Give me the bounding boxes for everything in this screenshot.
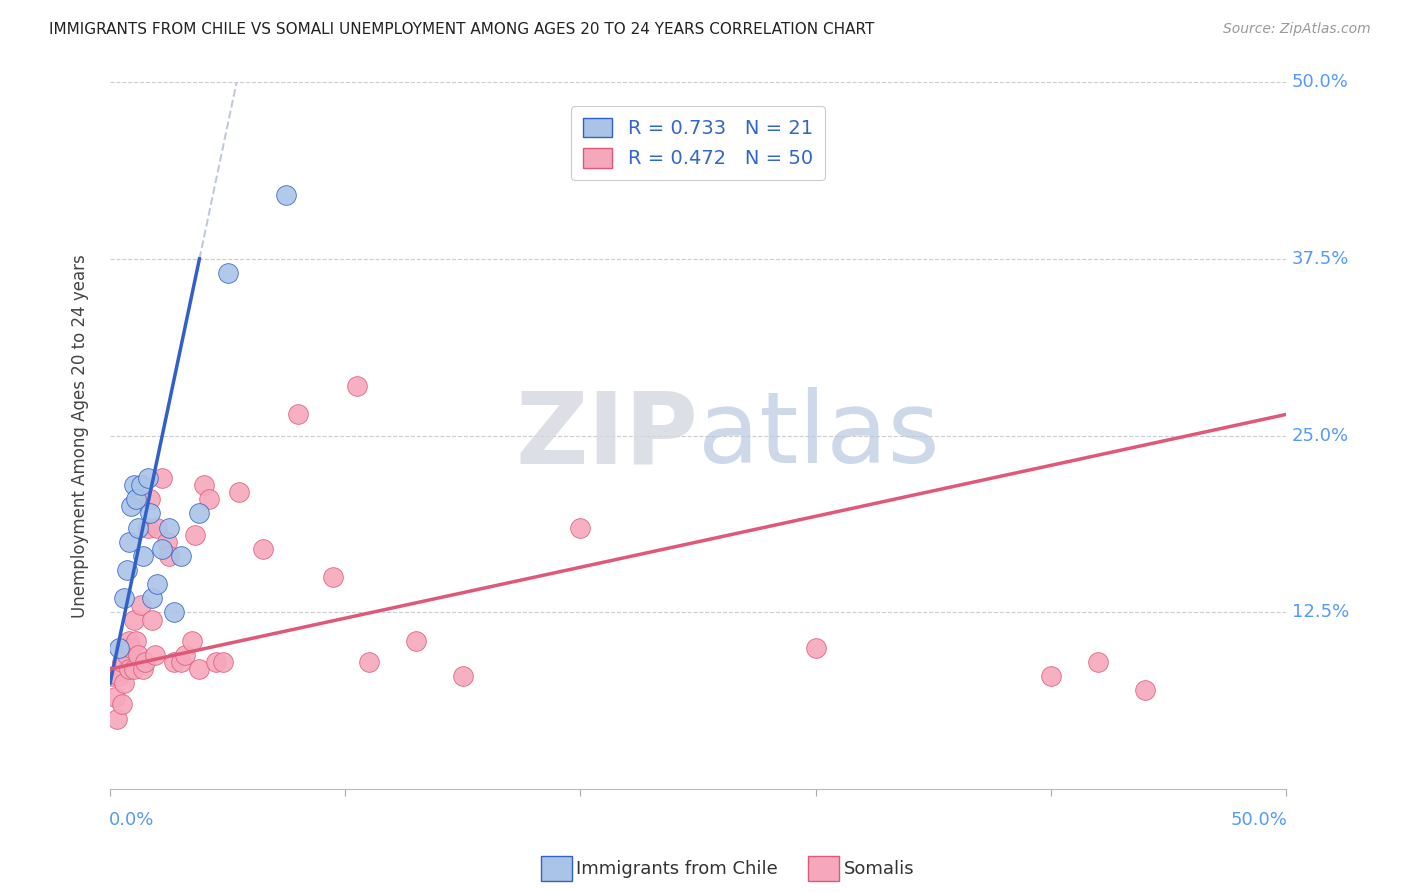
Text: Source: ZipAtlas.com: Source: ZipAtlas.com (1223, 22, 1371, 37)
Point (136, 520, 159, 534)
Point (111, 655, 134, 669)
Point (146, 520, 169, 534)
Point (217, 266, 239, 280)
Point (157, 549, 180, 563)
Point (150, 471, 173, 485)
Text: Somalis: Somalis (844, 860, 914, 878)
Point (141, 591, 163, 606)
Point (134, 655, 156, 669)
Legend: R = 0.733   N = 21, R = 0.472   N = 50: R = 0.733 N = 21, R = 0.472 N = 50 (571, 106, 825, 180)
Point (174, 648, 197, 662)
Point (118, 534, 141, 549)
Point (120, 500, 142, 514)
Point (212, 655, 235, 669)
Point (141, 613, 163, 627)
Point (346, 379, 368, 393)
Point (228, 485, 250, 500)
Point (169, 655, 191, 669)
Point (162, 606, 184, 620)
Point (108, 640, 131, 655)
Text: 50.0%: 50.0% (1230, 811, 1286, 829)
Point (198, 492, 221, 507)
Point (115, 563, 138, 577)
Text: 12.5%: 12.5% (1292, 604, 1350, 622)
Point (118, 633, 141, 648)
Point (129, 599, 152, 613)
Text: 25.0%: 25.0% (1292, 426, 1348, 444)
Point (132, 662, 155, 676)
Point (1133, 683, 1156, 698)
Point (112, 676, 135, 690)
Point (112, 640, 135, 655)
Point (129, 478, 152, 492)
Text: IMMIGRANTS FROM CHILE VS SOMALI UNEMPLOYMENT AMONG AGES 20 TO 24 YEARS CORRELATI: IMMIGRANTS FROM CHILE VS SOMALI UNEMPLOY… (49, 22, 875, 37)
Point (111, 698, 134, 712)
Point (169, 549, 191, 563)
Point (252, 541, 274, 556)
Text: ZIP: ZIP (515, 387, 697, 484)
Text: atlas: atlas (697, 387, 939, 484)
Point (136, 471, 159, 485)
Point (155, 534, 177, 549)
Point (357, 655, 380, 669)
Point (1087, 655, 1109, 669)
Y-axis label: Unemployment Among Ages 20 to 24 years: Unemployment Among Ages 20 to 24 years (72, 254, 89, 617)
Point (1039, 669, 1062, 683)
Point (181, 633, 204, 648)
Point (115, 648, 138, 662)
Point (205, 655, 228, 669)
Point (125, 492, 148, 507)
Point (118, 662, 141, 676)
Point (104, 690, 127, 705)
Text: 50.0%: 50.0% (1292, 73, 1348, 91)
Point (108, 669, 131, 683)
Point (122, 478, 145, 492)
Point (188, 507, 211, 521)
Point (127, 648, 149, 662)
Point (139, 492, 162, 507)
Point (112, 591, 135, 606)
Text: 37.5%: 37.5% (1292, 250, 1350, 268)
Point (122, 613, 145, 627)
Point (193, 478, 215, 492)
Point (120, 640, 142, 655)
Point (162, 655, 184, 669)
Point (127, 520, 149, 534)
Point (451, 669, 474, 683)
Point (132, 549, 155, 563)
Point (122, 662, 145, 676)
Point (125, 633, 148, 648)
Point (569, 520, 592, 534)
Point (188, 662, 211, 676)
Point (105, 712, 128, 726)
Point (322, 570, 344, 584)
Point (139, 507, 162, 521)
Point (157, 520, 180, 534)
Point (150, 541, 173, 556)
Point (405, 633, 427, 648)
Point (146, 577, 169, 591)
Point (101, 669, 124, 683)
Point (143, 648, 166, 662)
Point (804, 640, 827, 655)
Text: 0.0%: 0.0% (108, 811, 155, 829)
Point (287, 408, 309, 422)
Text: Immigrants from Chile: Immigrants from Chile (576, 860, 778, 878)
Point (276, 188, 298, 202)
Point (184, 527, 207, 541)
